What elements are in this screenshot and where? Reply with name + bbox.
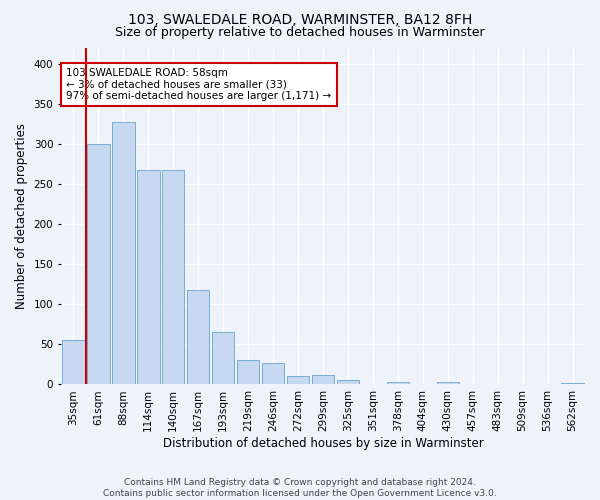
Bar — [87, 144, 110, 384]
Bar — [212, 332, 235, 384]
Bar — [437, 382, 459, 384]
Bar — [337, 380, 359, 384]
Text: Size of property relative to detached houses in Warminster: Size of property relative to detached ho… — [115, 26, 485, 39]
X-axis label: Distribution of detached houses by size in Warminster: Distribution of detached houses by size … — [163, 437, 484, 450]
Bar — [262, 363, 284, 384]
Bar — [312, 375, 334, 384]
Bar — [62, 340, 85, 384]
Bar — [137, 170, 160, 384]
Bar — [237, 360, 259, 384]
Bar — [287, 376, 309, 384]
Bar — [162, 170, 184, 384]
Bar — [386, 382, 409, 384]
Text: 103 SWALEDALE ROAD: 58sqm
← 3% of detached houses are smaller (33)
97% of semi-d: 103 SWALEDALE ROAD: 58sqm ← 3% of detach… — [66, 68, 331, 101]
Bar — [561, 383, 584, 384]
Text: 103, SWALEDALE ROAD, WARMINSTER, BA12 8FH: 103, SWALEDALE ROAD, WARMINSTER, BA12 8F… — [128, 12, 472, 26]
Bar — [112, 122, 134, 384]
Bar — [187, 290, 209, 384]
Text: Contains HM Land Registry data © Crown copyright and database right 2024.
Contai: Contains HM Land Registry data © Crown c… — [103, 478, 497, 498]
Y-axis label: Number of detached properties: Number of detached properties — [15, 123, 28, 309]
